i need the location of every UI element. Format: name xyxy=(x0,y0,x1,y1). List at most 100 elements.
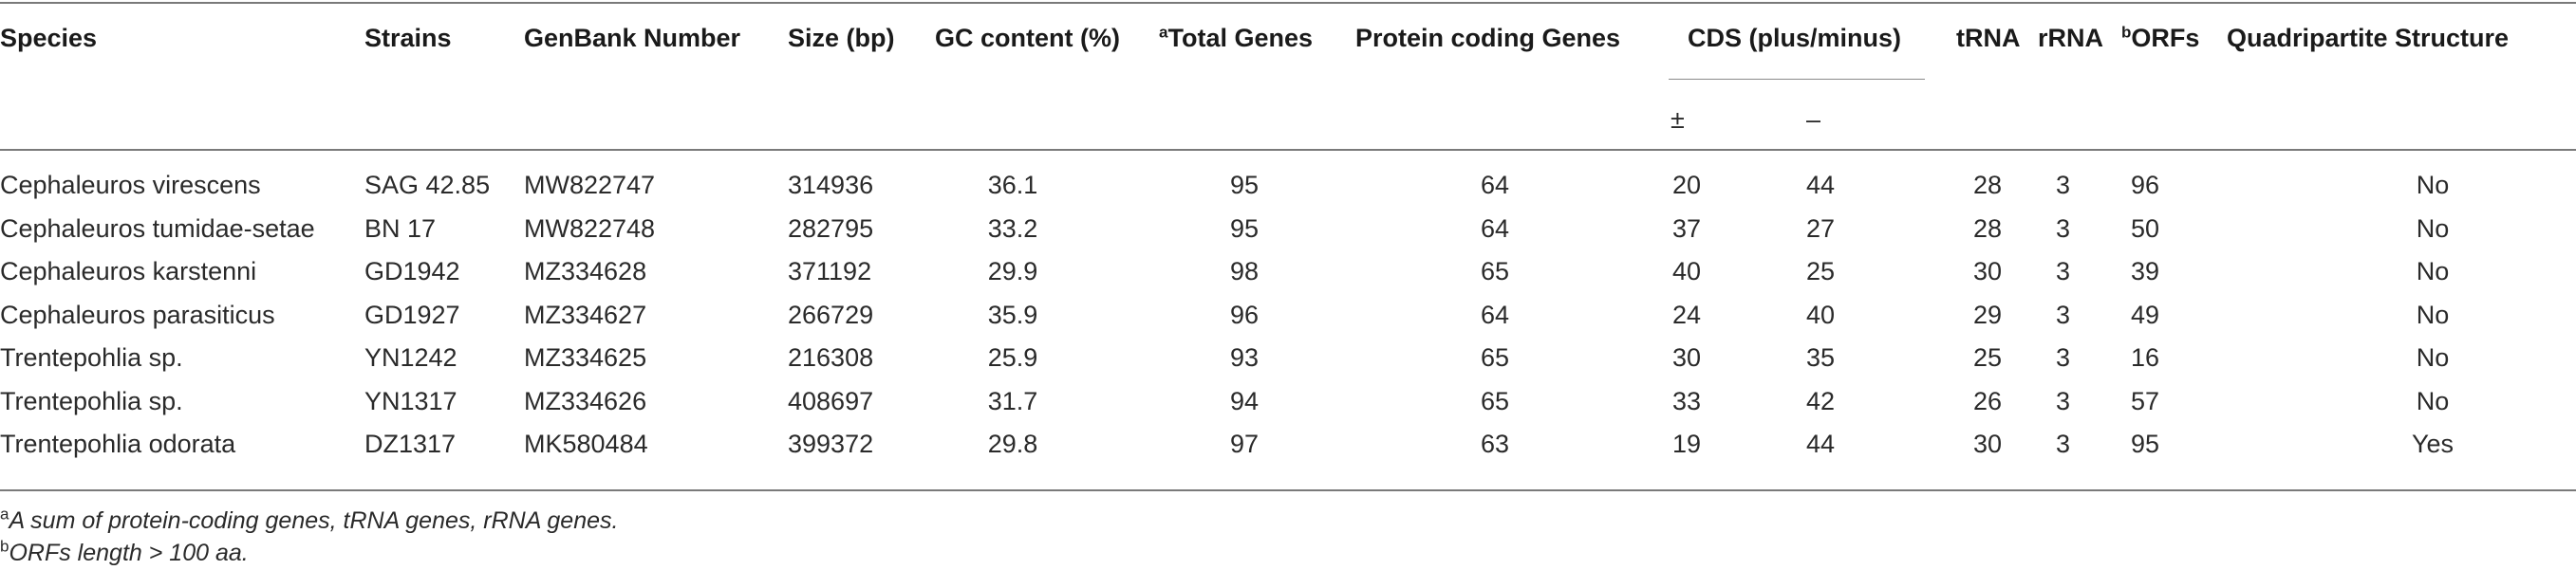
cell-orfs: 96 xyxy=(2130,171,2159,199)
cell-quad: No xyxy=(2416,300,2450,329)
cell-orfs: 39 xyxy=(2130,257,2159,285)
cell-trna: 28 xyxy=(1972,213,2002,243)
cell-plus: 24 xyxy=(1672,300,1702,329)
total-genes-footnote-marker: a xyxy=(1159,23,1168,42)
cell-plus: 20 xyxy=(1672,171,1702,199)
header-bottom-rule xyxy=(0,149,2576,151)
cds-subheader-rule xyxy=(1669,79,1925,80)
cell-minus: 40 xyxy=(1806,300,1836,329)
header-cds-minus: – xyxy=(1806,105,1821,134)
cell-quad: No xyxy=(2416,213,2450,243)
header-cds: CDS (plus/minus) xyxy=(1688,24,1902,52)
header-gc: GC content (%) xyxy=(935,24,1120,52)
cell-gc: 33.2 xyxy=(987,213,1038,243)
header-rrna: rRNA xyxy=(2038,24,2104,52)
header-genbank: GenBank Number xyxy=(524,24,741,52)
cell-minus: 27 xyxy=(1806,213,1836,243)
footnote-a: aA sum of protein-coding genes, tRNA gen… xyxy=(0,505,619,534)
header-cds-plus: ± xyxy=(1671,105,1685,134)
cell-protein: 65 xyxy=(1480,343,1510,372)
cell-size: 266729 xyxy=(788,300,874,329)
cell-species: Cephaleuros virescens xyxy=(0,171,261,199)
cell-minus: 25 xyxy=(1806,257,1836,285)
cell-species: Cephaleuros tumidae-setae xyxy=(0,213,315,243)
orfs-footnote-marker: b xyxy=(2121,23,2132,42)
cell-rrna: 3 xyxy=(2055,430,2070,458)
header-quadripartite: Quadripartite Structure xyxy=(2227,24,2510,52)
cell-quad: No xyxy=(2416,257,2450,285)
footnote-a-marker: a xyxy=(0,505,9,524)
cell-plus: 30 xyxy=(1672,343,1702,372)
cell-plus: 37 xyxy=(1672,213,1702,243)
header-trna: tRNA xyxy=(1956,24,2021,52)
cell-protein: 64 xyxy=(1480,300,1510,329)
cell-size: 314936 xyxy=(788,171,874,199)
header-total-genes: aTotal Genes xyxy=(1159,23,1313,51)
cell-species: Trentepohlia sp. xyxy=(0,386,183,415)
cell-trna: 25 xyxy=(1972,343,2002,372)
cell-species: Trentepohlia odorata xyxy=(0,430,236,458)
cell-species: Cephaleuros parasiticus xyxy=(0,300,275,329)
cell-minus: 35 xyxy=(1806,343,1836,372)
cell-size: 408697 xyxy=(788,386,874,415)
cell-genbank: MZ334626 xyxy=(524,386,647,415)
cell-strain: SAG 42.85 xyxy=(364,171,491,199)
cell-orfs: 49 xyxy=(2130,300,2159,329)
cell-minus: 44 xyxy=(1806,430,1836,458)
footnote-a-text: A sum of protein-coding genes, tRNA gene… xyxy=(9,507,619,534)
cell-quad: No xyxy=(2416,386,2450,415)
cell-size: 399372 xyxy=(788,430,874,458)
cell-species: Cephaleuros karstenni xyxy=(0,257,257,285)
cell-minus: 42 xyxy=(1806,386,1836,415)
cell-total: 97 xyxy=(1229,430,1260,458)
cell-genbank: MW822747 xyxy=(524,171,656,199)
header-strains: Strains xyxy=(364,24,452,52)
cell-trna: 28 xyxy=(1972,171,2002,199)
cell-orfs: 95 xyxy=(2130,430,2159,458)
cell-strain: YN1317 xyxy=(364,386,457,415)
cell-genbank: MZ334625 xyxy=(524,343,647,372)
cell-size: 216308 xyxy=(788,343,874,372)
cell-rrna: 3 xyxy=(2055,213,2070,243)
cell-gc: 36.1 xyxy=(987,171,1038,199)
cell-gc: 31.7 xyxy=(987,386,1038,415)
cell-total: 95 xyxy=(1229,213,1260,243)
header-size: Size (bp) xyxy=(788,24,895,52)
cell-plus: 33 xyxy=(1672,386,1702,415)
cell-rrna: 3 xyxy=(2055,343,2070,372)
cell-size: 371192 xyxy=(788,257,872,285)
cell-rrna: 3 xyxy=(2055,171,2070,199)
cell-gc: 25.9 xyxy=(987,343,1038,372)
cell-protein: 65 xyxy=(1480,386,1510,415)
cell-strain: GD1927 xyxy=(364,300,460,329)
cell-strain: YN1242 xyxy=(364,343,457,372)
cell-species: Trentepohlia sp. xyxy=(0,343,183,372)
cell-genbank: MW822748 xyxy=(524,213,656,243)
cell-gc: 29.9 xyxy=(987,257,1038,285)
cell-orfs: 16 xyxy=(2130,343,2159,372)
cell-total: 93 xyxy=(1229,343,1260,372)
cell-rrna: 3 xyxy=(2055,386,2070,415)
cell-orfs: 57 xyxy=(2130,386,2159,415)
footnote-b-text: ORFs length > 100 aa. xyxy=(9,540,249,566)
cell-total: 95 xyxy=(1229,171,1260,199)
table-bottom-rule xyxy=(0,489,2576,491)
cell-gc: 29.8 xyxy=(987,430,1038,458)
cell-trna: 26 xyxy=(1972,386,2002,415)
cell-total: 96 xyxy=(1229,300,1260,329)
cell-strain: DZ1317 xyxy=(364,430,457,458)
cell-strain: GD1942 xyxy=(364,257,460,285)
cell-quad: No xyxy=(2416,343,2450,372)
cell-gc: 35.9 xyxy=(987,300,1038,329)
cell-plus: 40 xyxy=(1672,257,1702,285)
cell-strain: BN 17 xyxy=(364,213,437,243)
cell-trna: 30 xyxy=(1972,430,2002,458)
cell-size: 282795 xyxy=(788,213,874,243)
header-protein-coding: Protein coding Genes xyxy=(1355,24,1621,52)
cell-protein: 64 xyxy=(1480,213,1510,243)
cell-quad: Yes xyxy=(2411,430,2455,458)
footnote-b-marker: b xyxy=(0,537,9,556)
cell-minus: 44 xyxy=(1806,171,1836,199)
header-species: Species xyxy=(0,24,98,52)
cell-rrna: 3 xyxy=(2055,300,2070,329)
